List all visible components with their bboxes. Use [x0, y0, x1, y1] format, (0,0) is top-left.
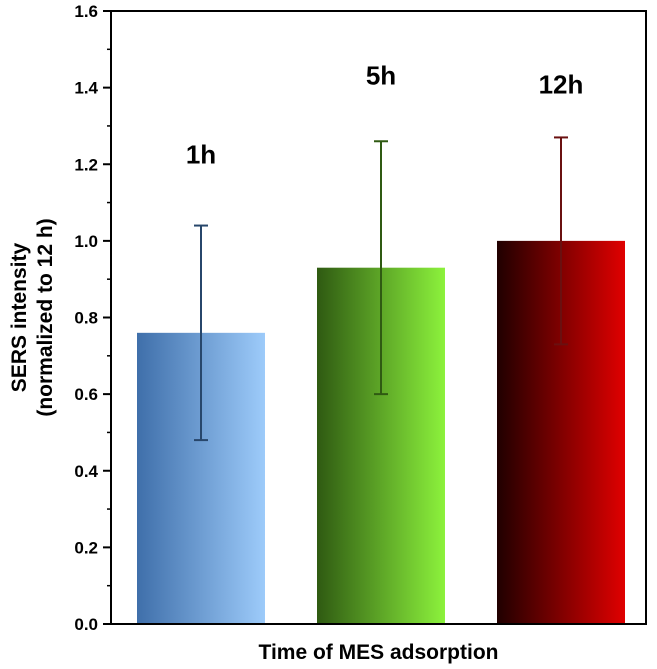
error-bar-1h — [194, 224, 208, 442]
y-axis-subtitle: (normalized to 12 h) — [34, 218, 57, 416]
bar-label-5h: 5h — [366, 60, 396, 90]
y-tick-label: 0.0 — [74, 615, 98, 634]
bar-label-12h: 12h — [539, 69, 584, 99]
y-tick-label: 1.0 — [74, 232, 98, 251]
y-tick-label: 0.4 — [74, 462, 98, 481]
y-tick-label: 0.8 — [74, 309, 98, 328]
y-tick-label: 1.6 — [74, 2, 98, 21]
y-axis-ticks: 0.0 0.2 0.4 0.6 0.8 1.0 1.2 1.4 1.6 — [74, 2, 111, 634]
y-tick-label: 1.4 — [74, 79, 98, 98]
y-tick-label: 0.6 — [74, 385, 98, 404]
y-axis-title: SERS intensity — [8, 242, 31, 392]
y-tick-label: 0.2 — [74, 538, 98, 557]
bar-labels-layer: 1h 5h 12h — [186, 60, 584, 169]
error-bars-layer — [194, 136, 568, 442]
y-tick-label: 1.2 — [74, 155, 98, 174]
bar-label-1h: 1h — [186, 140, 216, 170]
error-bar-5h — [374, 140, 388, 396]
x-axis-title: Time of MES adsorption — [259, 641, 499, 664]
error-bar-12h — [554, 136, 568, 346]
